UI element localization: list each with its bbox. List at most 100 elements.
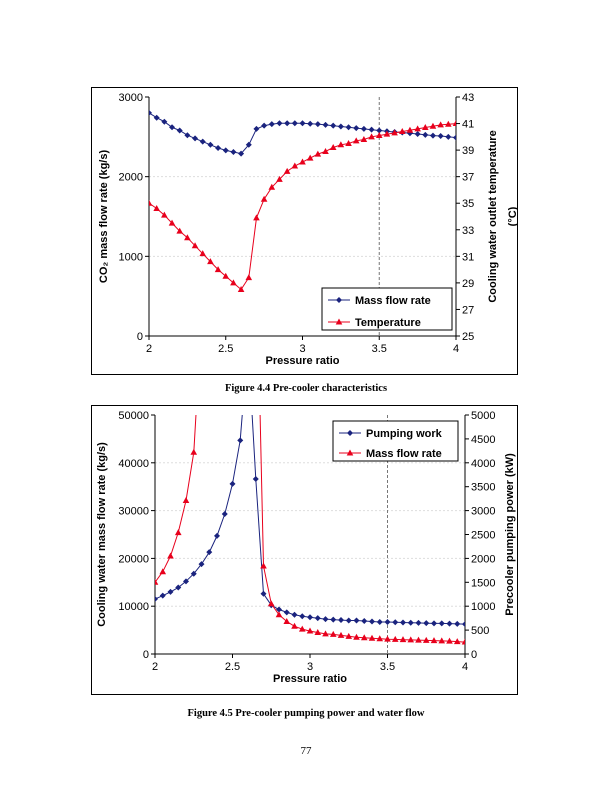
data-point <box>298 625 306 632</box>
data-point <box>345 617 352 624</box>
y2-tick-label: 27 <box>462 304 474 316</box>
data-point <box>245 141 252 148</box>
y-axis-label-right: Cooling water outlet temperature <box>487 130 499 302</box>
data-point <box>260 562 267 569</box>
data-point <box>238 150 245 157</box>
y-tick-label: 0 <box>137 331 143 343</box>
y-tick-label: 2000 <box>119 172 143 184</box>
data-point <box>230 148 237 155</box>
data-point <box>329 143 337 150</box>
data-point <box>376 618 383 625</box>
data-point <box>337 141 345 148</box>
y2-tick-label: 35 <box>462 198 474 210</box>
data-point <box>384 618 391 625</box>
data-point <box>314 121 321 128</box>
data-point <box>330 616 337 623</box>
data-point <box>438 620 445 627</box>
data-point <box>161 118 168 125</box>
data-point <box>253 125 260 132</box>
y2-tick-label: 1000 <box>471 601 495 613</box>
chart-frame <box>91 87 518 375</box>
data-point <box>291 611 298 618</box>
y2-tick-label: 4500 <box>471 434 495 446</box>
y2-tick-label: 4000 <box>471 458 495 470</box>
y-tick-label: 40000 <box>118 458 149 470</box>
chart-2-svg: 2 2.5 3 3.5 40100002000030000400005000005001… <box>91 405 518 695</box>
data-point <box>398 128 406 135</box>
data-point <box>275 611 283 618</box>
data-point <box>453 638 461 645</box>
data-point <box>168 219 176 226</box>
x-tick-label: 2 <box>146 343 152 355</box>
data-point <box>276 175 283 182</box>
data-point <box>391 635 399 642</box>
data-point <box>222 147 229 154</box>
data-point <box>159 592 166 599</box>
chart-precooler-characteristics: 2 2.5 3 3.5 4 0 1000 2000 3000 25 27 29 31 33 35 37 39 41… <box>91 87 518 375</box>
y-tick-label: 1000 <box>119 251 143 263</box>
data-point <box>414 131 421 138</box>
data-point <box>445 120 452 127</box>
data-point <box>414 125 421 132</box>
data-point <box>429 132 436 139</box>
data-point <box>174 529 182 536</box>
data-point <box>149 199 153 206</box>
x-tick-label: 2 <box>152 661 158 673</box>
data-point <box>190 448 198 455</box>
data-point <box>462 621 465 628</box>
data-point <box>284 120 291 127</box>
data-point <box>230 279 237 286</box>
data-point <box>283 609 290 616</box>
data-point <box>407 636 415 643</box>
data-point <box>192 135 199 142</box>
data-point <box>446 620 453 627</box>
data-point <box>376 635 384 642</box>
data-point <box>199 138 206 145</box>
data-point <box>198 561 205 568</box>
data-point <box>149 109 152 116</box>
y-axis-label-left: CO₂ mass flow rate (kg/s) <box>98 150 110 284</box>
data-point <box>184 132 191 139</box>
data-point <box>368 634 376 641</box>
chart-pumping-power-water-flow: 2 2.5 3 3.5 4 0 10000 20000 30000 40000 50000 0 500 1… <box>91 405 518 695</box>
data-point <box>353 633 360 640</box>
data-point <box>252 476 259 483</box>
x-tick-label: 4 <box>462 661 468 673</box>
data-point <box>391 129 398 136</box>
data-point <box>415 619 422 626</box>
data-point <box>353 125 360 132</box>
plot-area <box>149 109 456 293</box>
data-point <box>206 549 213 556</box>
data-point <box>184 234 191 241</box>
figure-4-4-caption: Figure 4.4 Pre-cooler characteristics <box>224 383 388 394</box>
data-point <box>430 637 438 644</box>
data-point <box>345 139 352 146</box>
legend-label: Mass flow rate <box>366 448 442 460</box>
data-point <box>338 617 344 624</box>
data-point <box>199 250 207 257</box>
data-point <box>322 121 329 128</box>
data-point <box>306 627 314 634</box>
data-point <box>167 552 174 559</box>
y2-tick-label: 3000 <box>471 506 495 518</box>
data-point <box>345 632 353 639</box>
data-point <box>169 124 176 131</box>
y-axis-label-left: Cooling water mass flow rate (kg/s) <box>96 442 108 627</box>
data-point <box>176 227 183 234</box>
figure-4-5-caption: Figure 4.5 Pre-cooler pumping power and … <box>187 708 425 719</box>
y-tick-label: 0 <box>143 649 149 661</box>
y2-tick-label: 39 <box>462 145 474 157</box>
legend-marker <box>347 430 353 436</box>
x-tick-label: 3 <box>299 343 305 355</box>
y2-tick-label: 29 <box>462 278 474 290</box>
data-point <box>375 132 383 139</box>
data-point <box>267 600 275 607</box>
data-point <box>182 497 190 504</box>
data-point <box>222 272 230 279</box>
y2-tick-label: 3500 <box>471 482 495 494</box>
data-point <box>276 606 282 613</box>
data-point <box>207 141 214 148</box>
x-tick-label: 4 <box>453 343 459 355</box>
data-point <box>159 568 167 575</box>
data-point <box>299 158 306 165</box>
